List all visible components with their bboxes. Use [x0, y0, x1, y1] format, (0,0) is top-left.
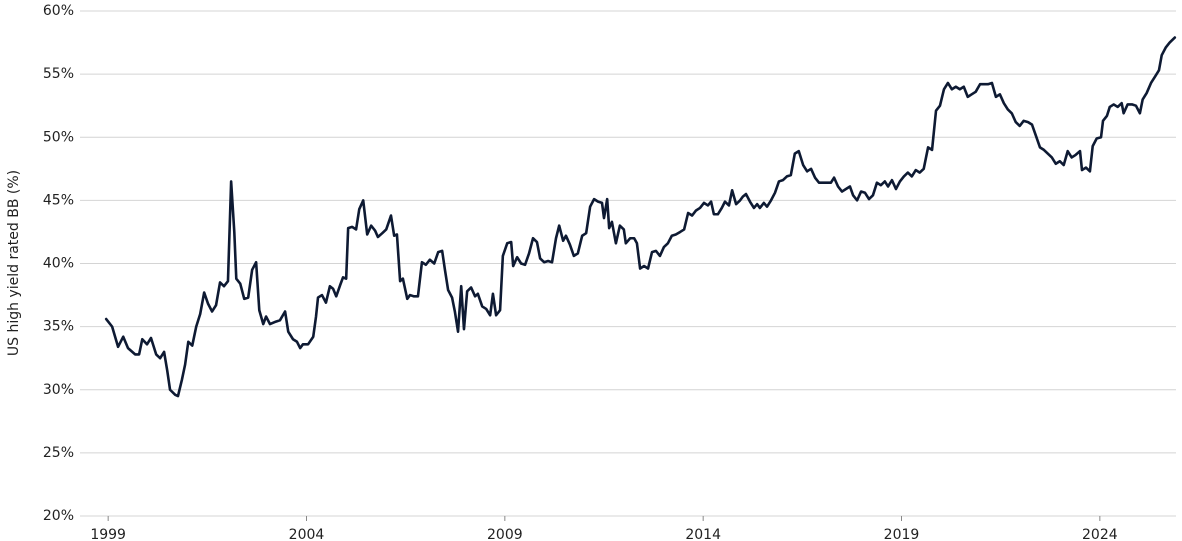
- x-tick-label: 2009: [487, 527, 523, 541]
- y-tick-label: 25%: [43, 445, 74, 461]
- line-series: [104, 36, 1177, 398]
- x-tick-label: 2024: [1082, 527, 1118, 541]
- y-tick-label: 40%: [43, 256, 74, 272]
- y-tick-label: 55%: [43, 66, 74, 82]
- x-tick-label: 2004: [289, 527, 325, 541]
- y-tick-label: 35%: [43, 319, 74, 335]
- y-tick-label: 30%: [43, 382, 74, 398]
- x-tick-label: 1999: [90, 527, 126, 541]
- y-tick-label: 45%: [43, 192, 74, 208]
- x-tick-label: 2014: [685, 527, 721, 541]
- y-tick-label: 50%: [43, 129, 74, 145]
- y-tick-label: 20%: [43, 508, 74, 524]
- y-tick-label: 60%: [43, 3, 74, 19]
- x-tick-label: 2019: [884, 527, 920, 541]
- y-axis-label: US high yield rated BB (%): [6, 170, 22, 356]
